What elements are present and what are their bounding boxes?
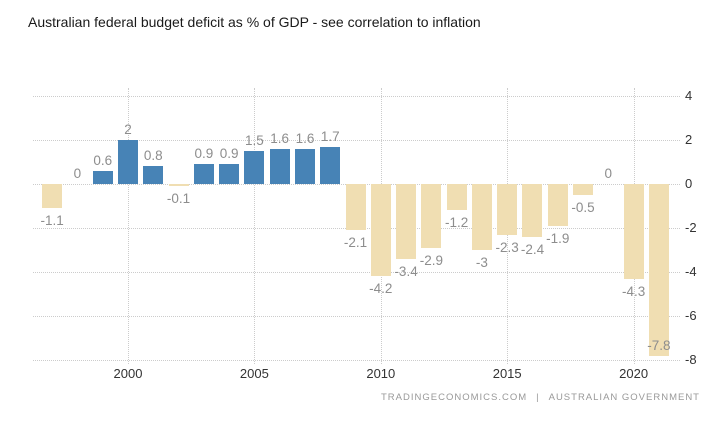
y-axis-tick-label: 4 — [685, 88, 693, 103]
bar-2017[interactable] — [547, 184, 568, 226]
bar-value-label: 0 — [604, 166, 613, 181]
y-axis-tick-label: 2 — [685, 132, 693, 147]
bar-value-label: 1.6 — [295, 130, 315, 146]
bar-2005[interactable] — [244, 151, 265, 184]
bar-2014[interactable] — [471, 184, 492, 250]
bar-2007[interactable] — [294, 148, 315, 184]
x-axis-tick-label: 2010 — [366, 366, 396, 381]
bar-value-label: -1.9 — [546, 230, 570, 246]
h-gridline — [33, 96, 680, 97]
source-attribution: TRADINGECONOMICS.COM | AUSTRALIAN GOVERN… — [381, 392, 700, 403]
bar-value-label: -1.2 — [444, 215, 469, 231]
bar-2006[interactable] — [269, 148, 290, 184]
bar-value-label: -2.1 — [343, 235, 368, 251]
bar-1999[interactable] — [92, 170, 113, 184]
h-gridline — [33, 316, 680, 317]
bar-2010[interactable] — [370, 184, 391, 277]
bar-2016[interactable] — [522, 184, 543, 237]
bar-value-label: -4.3 — [621, 283, 646, 299]
bar-value-label: -2.9 — [419, 252, 443, 268]
bar-2001[interactable] — [143, 166, 164, 184]
y-axis-tick-label: -2 — [685, 220, 697, 235]
bar-2002[interactable] — [168, 184, 189, 187]
bar-value-label: -4.2 — [369, 281, 393, 297]
x-axis-tick-label: 2015 — [492, 366, 522, 381]
y-axis-tick-label: 0 — [685, 176, 693, 191]
v-gridline — [254, 88, 256, 364]
bar-value-label: -1.1 — [40, 213, 64, 229]
bar-2000[interactable] — [118, 140, 138, 184]
bar-2011[interactable] — [396, 184, 417, 259]
bar-value-label: -3.4 — [394, 263, 418, 279]
bar-1997[interactable] — [42, 184, 63, 209]
y-axis-tick-label: -4 — [685, 264, 697, 279]
bar-2015[interactable] — [497, 184, 518, 235]
bar-2012[interactable] — [421, 184, 442, 248]
bar-2020[interactable] — [623, 184, 644, 279]
bar-value-label: -0.5 — [571, 200, 595, 215]
bar-2004[interactable] — [219, 164, 240, 184]
y-axis-tick-label: -8 — [685, 352, 697, 367]
bar-2003[interactable] — [193, 164, 214, 184]
h-gridline — [33, 140, 680, 141]
h-gridline — [33, 272, 680, 273]
bar-2018[interactable] — [573, 184, 594, 195]
source-tradingeconomics: TRADINGECONOMICS.COM — [381, 392, 528, 403]
x-axis-tick-label: 2020 — [619, 366, 649, 381]
x-axis-tick-label: 2005 — [239, 366, 269, 381]
chart-title: Australian federal budget deficit as % o… — [28, 14, 481, 30]
bar-value-label: 1.7 — [320, 128, 340, 144]
bar-value-label: 0.9 — [219, 146, 239, 162]
bar-value-label: 1.6 — [270, 130, 290, 146]
bar-2021[interactable] — [648, 184, 669, 356]
bar-value-label: -2.4 — [520, 241, 545, 257]
bar-value-label: 0.9 — [194, 146, 214, 162]
v-gridline — [128, 88, 129, 364]
bar-value-label: 2 — [124, 122, 132, 137]
bar-value-label: 0 — [73, 166, 82, 181]
bar-value-label: -7.8 — [647, 337, 671, 353]
bar-value-label: 1.5 — [245, 133, 264, 148]
bar-2009[interactable] — [345, 184, 366, 231]
bar-value-label: -3 — [475, 255, 488, 270]
y-axis-tick-label: -6 — [685, 308, 697, 323]
x-axis-tick-label: 2000 — [113, 366, 143, 381]
h-gridline — [33, 360, 680, 361]
source-separator: | — [536, 392, 540, 403]
bar-2013[interactable] — [446, 184, 467, 211]
source-australian-government: AUSTRALIAN GOVERNMENT — [548, 392, 700, 403]
bar-value-label: -0.1 — [166, 191, 191, 207]
bar-value-label: 0.8 — [143, 148, 163, 164]
bar-2008[interactable] — [320, 146, 341, 184]
bar-value-label: 0.6 — [93, 152, 113, 168]
plot-area: 4 2 0 -2 -4 -6 -8 2000 2005 2010 2015 2020 -1.1 0 0.6 2… — [33, 88, 697, 381]
bar-value-label: -2.3 — [495, 239, 519, 255]
